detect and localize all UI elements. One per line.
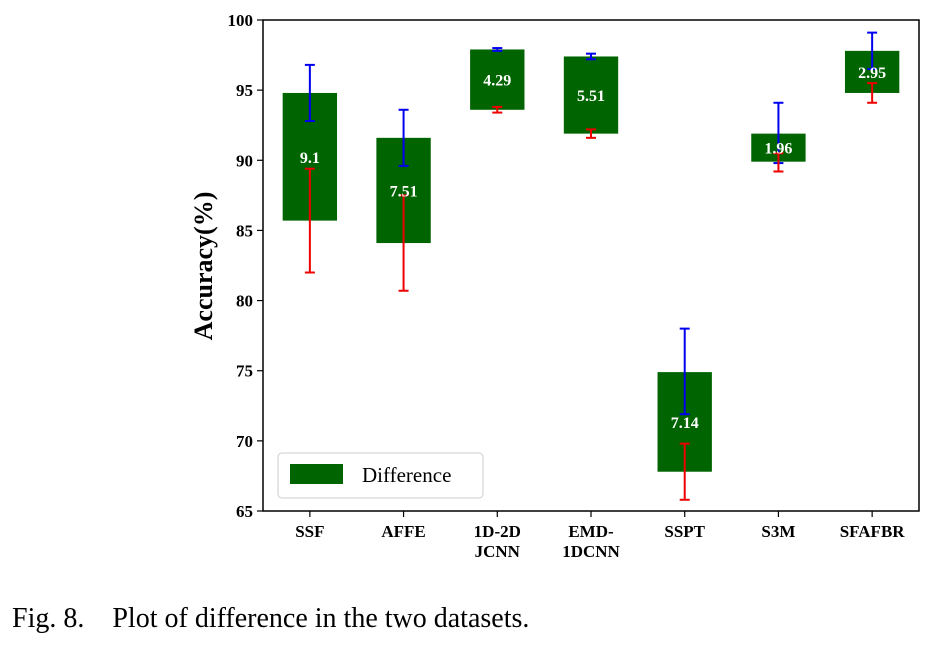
y-tick-label: 100 xyxy=(228,11,254,30)
legend-swatch xyxy=(290,464,343,484)
bar-value-label: 9.1 xyxy=(300,150,320,167)
x-tick-label-line: SFAFBR xyxy=(840,522,906,541)
x-tick-label-line: S3M xyxy=(761,522,795,541)
x-tick-label-line: SSPT xyxy=(664,522,705,541)
bar-value-label: 2.95 xyxy=(858,65,886,82)
bar-value-label: 7.51 xyxy=(390,183,418,200)
caption-text: Plot of difference in the two datasets. xyxy=(112,603,530,634)
x-tick-label: 1D-2D JCNN xyxy=(474,522,521,561)
x-tick-label-line: SSF xyxy=(295,522,324,541)
difference-bar xyxy=(470,49,525,110)
legend-label: Difference xyxy=(362,463,451,487)
x-tick-label-line: AFFE xyxy=(381,522,425,541)
x-tick-label: SFAFBR xyxy=(840,522,906,541)
x-tick-label: SSF xyxy=(295,522,324,541)
y-tick-label: 80 xyxy=(236,292,253,311)
y-tick-label: 85 xyxy=(236,221,253,240)
bar-value-label: 5.51 xyxy=(577,88,605,105)
y-tick-label: 90 xyxy=(236,151,253,170)
y-tick-label: 65 xyxy=(236,502,253,521)
x-tick-label: AFFE xyxy=(381,522,425,541)
bar-value-label: 1.96 xyxy=(764,141,792,158)
figure-caption: Fig. 8. Plot of difference in the two da… xyxy=(12,603,529,635)
difference-bar xyxy=(563,56,619,134)
x-tick-label-line: EMD- xyxy=(568,522,614,541)
x-tick-label-line: JCNN xyxy=(475,542,521,561)
legend: Difference xyxy=(277,452,484,499)
x-tick-label: EMD-1DCNN xyxy=(562,522,620,561)
bar-value-label: 7.14 xyxy=(671,415,699,432)
x-tick-label: SSPT xyxy=(664,522,705,541)
y-tick-label: 70 xyxy=(236,432,253,451)
y-axis-label: Accuracy(%) xyxy=(189,192,218,341)
difference-chart: 9.1 7.51 4.29 5.51 7.14 1.96 2.95 65 70 75 80 85 90… xyxy=(189,11,920,561)
y-tick-label: 75 xyxy=(236,362,253,381)
y-tick-label: 95 xyxy=(236,81,253,100)
bar-value-label: 4.29 xyxy=(483,73,511,90)
x-tick-label: S3M xyxy=(761,522,795,541)
x-tick-label-line: 1DCNN xyxy=(562,542,620,561)
x-tick-label-line: 1D-2D xyxy=(474,522,521,541)
caption-prefix: Fig. 8. xyxy=(12,603,85,634)
